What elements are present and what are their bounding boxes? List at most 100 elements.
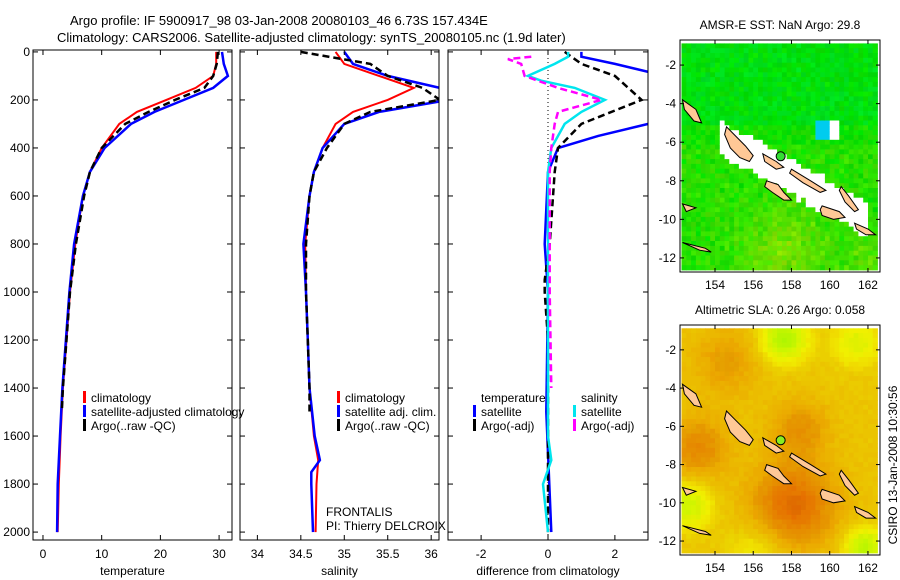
sla-cell [834, 505, 840, 511]
sla-cell [710, 519, 716, 525]
sla-cell [705, 529, 711, 535]
sla-cell [786, 347, 792, 353]
sla-cell [786, 538, 792, 544]
sst-cell [848, 72, 854, 78]
sla-cell [758, 524, 764, 530]
sst-cell [738, 207, 745, 213]
sst-cell [805, 260, 811, 266]
sst-cell [710, 144, 716, 150]
sst-cell [815, 159, 821, 165]
sla-cell [686, 433, 692, 439]
sst-cell [772, 250, 778, 256]
sst-cell [729, 106, 735, 112]
sla-cell [724, 447, 730, 453]
sst-cell [729, 91, 735, 97]
sst-cell [695, 188, 702, 194]
sst-cell [753, 110, 759, 117]
sst-cell [705, 120, 711, 126]
sla-cell [863, 385, 869, 391]
sla-cell [834, 404, 840, 410]
sst-cell [724, 260, 730, 266]
sst-cell [824, 236, 831, 242]
sla-cell [748, 452, 754, 458]
sla-cell [868, 366, 874, 372]
sst-cell [786, 221, 792, 227]
sla-cell [872, 443, 878, 449]
sst-cell [834, 197, 840, 203]
sla-cell [753, 548, 759, 554]
sla-cell [681, 495, 687, 501]
sst-cell [810, 245, 816, 252]
sst-cell [762, 216, 768, 223]
sst-cell [715, 120, 721, 126]
sst-cell [829, 188, 835, 194]
sla-cell [710, 390, 716, 396]
y-tick-label: -4 [665, 381, 676, 395]
sst-cell [796, 72, 802, 78]
sst-cell [758, 110, 764, 117]
sla-cell [762, 361, 768, 367]
sla-cell [719, 352, 725, 358]
sst-cell [767, 72, 773, 78]
sla-cell [777, 380, 783, 387]
sla-cell [872, 438, 878, 444]
sla-cell [681, 500, 687, 506]
sla-cell [786, 548, 792, 554]
sst-cell [829, 77, 835, 83]
sla-cell [762, 342, 768, 348]
sst-cell [820, 91, 826, 97]
sst-cell [824, 216, 831, 223]
sla-cell [743, 380, 749, 387]
axes-frame [32, 49, 233, 541]
sla-cell [796, 400, 802, 406]
sst-cell [786, 207, 792, 213]
sla-cell [796, 419, 802, 425]
sla-cell [700, 352, 706, 358]
sst-cell [781, 226, 788, 232]
sla-cell [872, 428, 878, 434]
sla-cell [738, 380, 745, 387]
sla-cell [777, 366, 783, 372]
sst-cell [801, 115, 807, 121]
sst-cell [758, 173, 764, 179]
sst-cell [758, 57, 764, 63]
sst-cell [705, 135, 711, 141]
sla-cell [844, 519, 850, 525]
sla-cell [810, 505, 816, 511]
sst-cell [805, 173, 811, 179]
sst-cell [839, 125, 845, 131]
sla-cell [748, 333, 754, 339]
sst-cell [686, 188, 692, 194]
sst-cell [772, 245, 778, 252]
sst-cell [777, 168, 783, 174]
sla-cell [691, 519, 697, 525]
program-label: FRONTALIS [326, 505, 392, 519]
sst-cell [715, 53, 721, 59]
sla-cell [863, 524, 869, 530]
sla-cell [710, 510, 716, 516]
sst-cell [848, 188, 854, 194]
sst-cell [743, 192, 749, 198]
sla-cell [791, 361, 797, 367]
sst-cell [743, 96, 749, 102]
sla-cell [748, 543, 754, 549]
sla-cell [715, 467, 721, 473]
sla-cell [801, 400, 807, 406]
sla-cell [863, 452, 869, 458]
sla-cell [695, 380, 702, 387]
sst-cell [758, 43, 764, 49]
sst-cell [824, 192, 831, 198]
sla-cell [691, 352, 697, 358]
sst-cell [758, 115, 764, 121]
sst-cell [801, 154, 807, 160]
sst-cell [853, 245, 859, 252]
sst-cell [853, 101, 859, 107]
sst-cell [729, 86, 735, 92]
sla-cell [700, 524, 706, 530]
sla-cell [772, 361, 778, 367]
sla-cell [829, 371, 835, 377]
sla-cell [810, 500, 816, 506]
sst-cell [858, 144, 864, 150]
sla-cell [810, 342, 816, 348]
sst-cell [829, 241, 835, 247]
